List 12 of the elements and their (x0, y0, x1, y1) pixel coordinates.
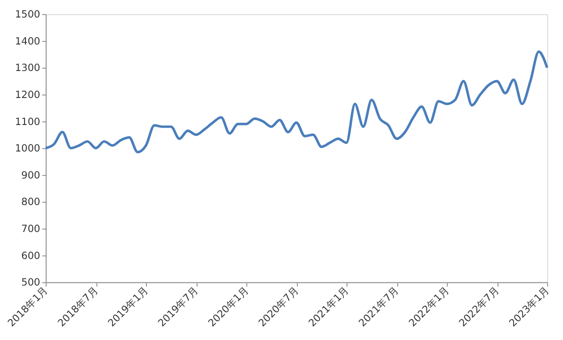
y-tick-label: 900 (21, 170, 40, 182)
y-tick-label: 1100 (14, 116, 40, 128)
y-tick-label: 600 (21, 250, 40, 262)
y-tick-label: 800 (21, 197, 40, 208)
line-series (44, 50, 548, 154)
y-tick-label: 500 (21, 278, 40, 289)
y-tick-label: 1300 (14, 63, 40, 74)
y-tick-label: 1500 (14, 10, 40, 21)
y-tick-label: 1000 (14, 144, 40, 155)
y-tick-label: 700 (21, 224, 40, 236)
y-tick-label: 1400 (14, 36, 40, 48)
y-tick-label: 1200 (14, 90, 40, 101)
